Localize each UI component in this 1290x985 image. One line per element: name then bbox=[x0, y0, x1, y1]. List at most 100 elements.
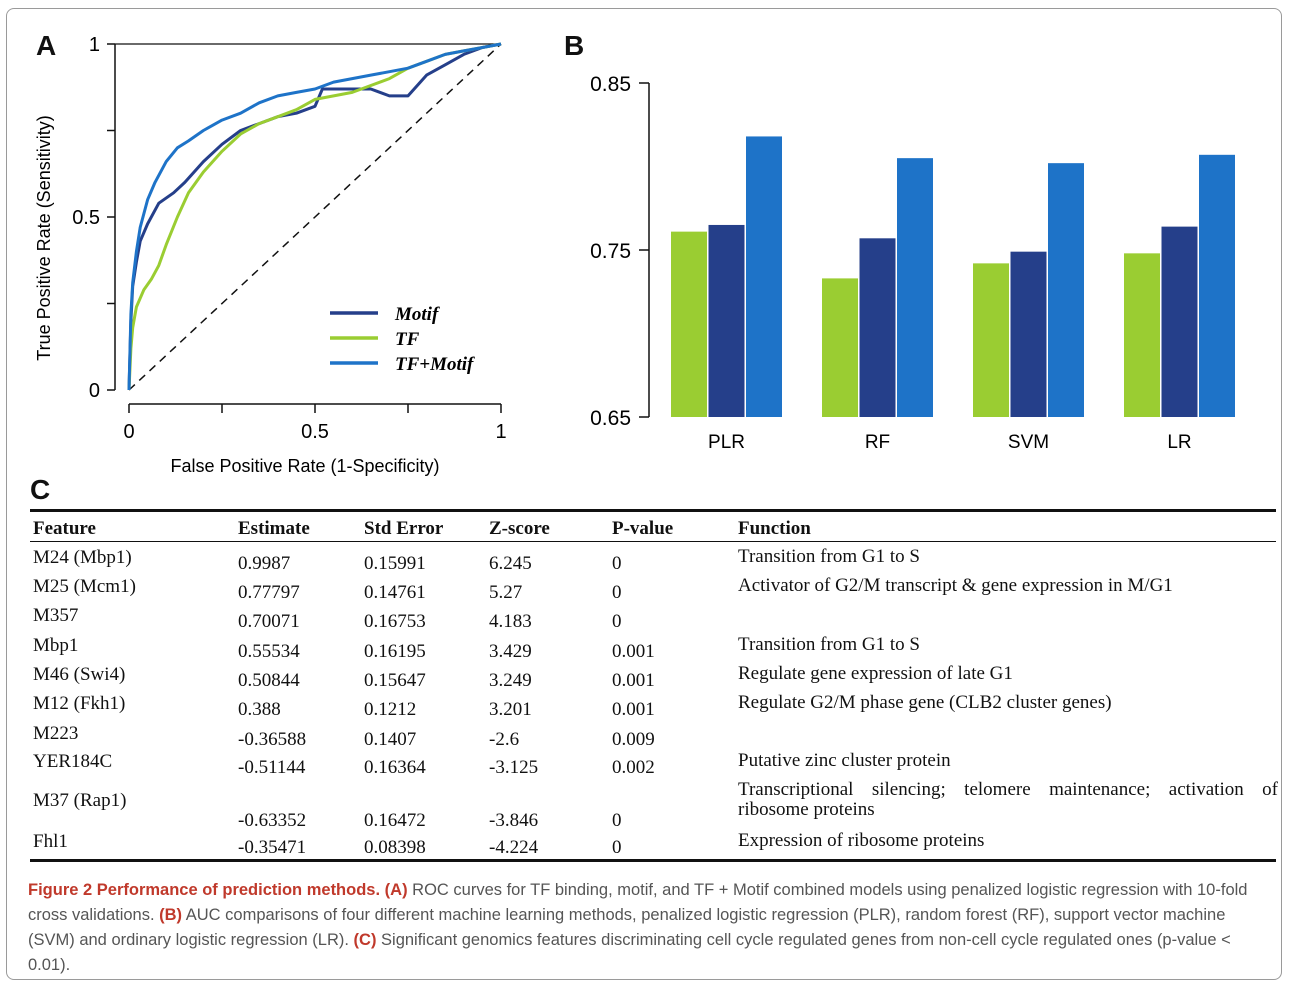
table-cell-z: 3.249 bbox=[489, 670, 532, 691]
roc-y-tick-label: 1 bbox=[89, 34, 100, 56]
table-cell-stderr: 0.14761 bbox=[364, 582, 426, 603]
roc-x-tick-label: 0.5 bbox=[301, 421, 329, 443]
table-cell-estimate: 0.55534 bbox=[238, 641, 300, 662]
roc-x-tick-label: 0 bbox=[123, 421, 134, 443]
bar bbox=[897, 158, 933, 417]
header-estimate: Estimate bbox=[238, 518, 310, 539]
table-cell-p: 0.009 bbox=[612, 729, 655, 750]
table-cell-p: 0.001 bbox=[612, 641, 655, 662]
auc-bar-chart: 0.65 0.75 0.85 PLR RF SVM LR bbox=[590, 73, 1235, 453]
table-cell-estimate: -0.51144 bbox=[238, 757, 306, 778]
bar-x-tick-label: LR bbox=[1167, 432, 1191, 453]
table-cell-p: 0 bbox=[612, 582, 622, 603]
bar-y-tick-label: 0.65 bbox=[590, 407, 631, 430]
table-cell-stderr: 0.16364 bbox=[364, 757, 426, 778]
bar-x-tick-label: SVM bbox=[1008, 432, 1049, 453]
table-cell-function: Putative zinc cluster protein bbox=[738, 750, 951, 771]
roc-y-tick-label: 0.5 bbox=[72, 207, 100, 229]
bar-y-tick-label: 0.85 bbox=[590, 73, 631, 96]
panel-label-a: A bbox=[36, 30, 57, 61]
table-cell-z: 3.429 bbox=[489, 641, 532, 662]
caption-text-c: Significant genomics features discrimina… bbox=[28, 931, 1231, 974]
bar bbox=[746, 136, 782, 417]
panel-label-b: B bbox=[564, 30, 585, 61]
table-cell-feature: M25 (Mcm1) bbox=[33, 576, 136, 597]
table-cell-feature: M12 (Fkh1) bbox=[33, 693, 126, 714]
table-cell-z: -3.846 bbox=[489, 810, 539, 831]
roc-chance-line bbox=[128, 43, 502, 391]
figure-caption: Figure 2 Performance of prediction metho… bbox=[28, 878, 1268, 978]
table-bottom-rule bbox=[30, 859, 1276, 862]
table-cell-z: 4.183 bbox=[489, 611, 532, 632]
table-cell-stderr: 0.08398 bbox=[364, 837, 426, 858]
roc-curve-tf-motif bbox=[127, 42, 502, 391]
table-cell-estimate: -0.35471 bbox=[238, 837, 307, 858]
table-cell-p: 0 bbox=[612, 553, 622, 574]
table-cell-p: 0 bbox=[612, 837, 622, 858]
bar bbox=[822, 278, 858, 417]
bar bbox=[1161, 226, 1198, 417]
table-cell-z: 6.245 bbox=[489, 553, 532, 574]
bar bbox=[1124, 253, 1160, 417]
table-cell-feature: Fhl1 bbox=[33, 831, 68, 852]
table-cell-function: Transition from G1 to S bbox=[738, 634, 920, 655]
table-cell-estimate: 0.388 bbox=[238, 699, 281, 720]
table-cell-p: 0.001 bbox=[612, 670, 655, 691]
table-cell-feature: M37 (Rap1) bbox=[33, 790, 127, 811]
roc-chart: 0 0.5 1 0 0.5 1 Motif TF TF+Motif False Positiv… bbox=[34, 34, 507, 476]
bar bbox=[1010, 251, 1047, 417]
bar-x-tick-label: PLR bbox=[708, 432, 745, 453]
table-cell-z: -2.6 bbox=[489, 729, 520, 750]
bar bbox=[1048, 163, 1084, 417]
bar-y-tick-label: 0.75 bbox=[590, 240, 631, 263]
caption-text-a: ROC curves for TF binding, motif, and TF… bbox=[28, 881, 1248, 924]
table-cell-function: Activator of G2/M transcript & gene expr… bbox=[738, 575, 1173, 596]
legend-label: TF+Motif bbox=[395, 354, 475, 375]
roc-x-tick-label: 1 bbox=[495, 421, 506, 443]
table-cell-p: 0 bbox=[612, 810, 622, 831]
table-cell-z: 3.201 bbox=[489, 699, 532, 720]
table-cell-feature: M223 bbox=[33, 723, 79, 744]
table-cell-stderr: 0.15647 bbox=[364, 670, 426, 691]
table-cell-estimate: 0.50844 bbox=[238, 670, 300, 691]
caption-tag-b: (B) bbox=[159, 906, 183, 924]
bar bbox=[708, 224, 745, 417]
table-cell-stderr: 0.16472 bbox=[364, 810, 426, 831]
table-cell-stderr: 0.1212 bbox=[364, 699, 417, 720]
table-cell-stderr: 0.16753 bbox=[364, 611, 426, 632]
header-z-score: Z-score bbox=[489, 518, 550, 539]
table-cell-p: 0.002 bbox=[612, 757, 655, 778]
table-cell-estimate: 0.77797 bbox=[238, 582, 300, 603]
caption-text-b: AUC comparisons of four different machin… bbox=[28, 906, 1226, 949]
table-cell-p: 0.001 bbox=[612, 699, 655, 720]
table-cell-estimate: 0.9987 bbox=[238, 553, 291, 574]
roc-x-axis-label: False Positive Rate (1-Specificity) bbox=[170, 456, 439, 476]
table-cell-feature: M357 bbox=[33, 605, 79, 626]
table-header-rule bbox=[30, 541, 1276, 542]
table-cell-function: Regulate G2/M phase gene (CLB2 cluster g… bbox=[738, 692, 1112, 713]
table-cell-function: Transcriptional silencing; telomere main… bbox=[738, 779, 1278, 820]
header-feature: Feature bbox=[33, 518, 96, 539]
bar bbox=[859, 238, 896, 417]
figure-frame bbox=[6, 8, 1282, 980]
table-cell-feature: M24 (Mbp1) bbox=[33, 547, 132, 568]
table-cell-z: -3.125 bbox=[489, 757, 539, 778]
table-top-rule bbox=[30, 509, 1276, 512]
table-cell-stderr: 0.15991 bbox=[364, 553, 426, 574]
header-std-error: Std Error bbox=[364, 518, 444, 539]
caption-tag-c: (C) bbox=[353, 931, 377, 949]
table-cell-feature: YER184C bbox=[33, 751, 113, 772]
table-cell-estimate: -0.36588 bbox=[238, 729, 307, 750]
table-cell-estimate: -0.63352 bbox=[238, 810, 307, 831]
table-cell-function: Regulate gene expression of late G1 bbox=[738, 663, 1013, 684]
table-cell-z: 5.27 bbox=[489, 582, 523, 603]
table-cell-function: Expression of ribosome proteins bbox=[738, 830, 985, 851]
legend-label: Motif bbox=[394, 304, 440, 325]
table-cell-p: 0 bbox=[612, 611, 622, 632]
table-cell-feature: Mbp1 bbox=[33, 635, 79, 656]
table-cell-feature: M46 (Swi4) bbox=[33, 664, 126, 685]
bar bbox=[1199, 154, 1235, 417]
bar-x-tick-label: RF bbox=[865, 432, 890, 453]
bar bbox=[671, 231, 707, 417]
panel-label-c: C bbox=[30, 474, 51, 505]
